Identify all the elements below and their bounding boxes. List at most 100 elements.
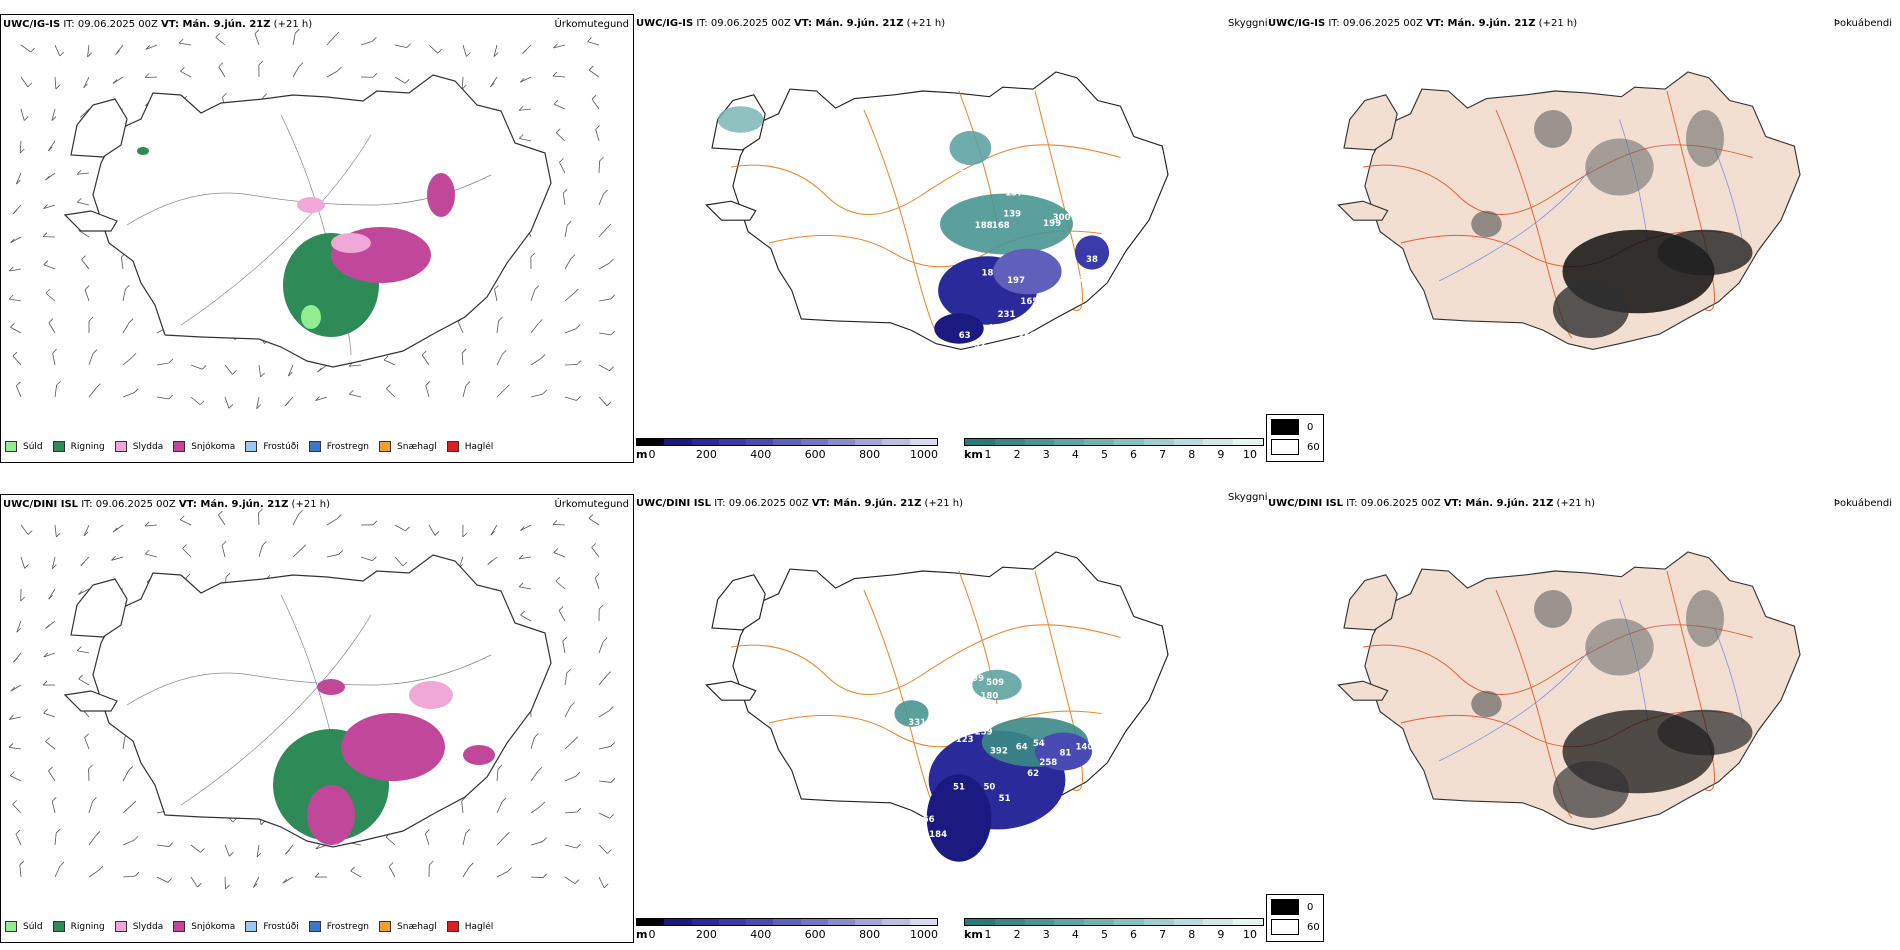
wind-barb-flag xyxy=(552,520,558,525)
wind-barb-flag xyxy=(501,797,507,803)
legend-item: Snæhagl xyxy=(379,441,437,452)
legend-label: Súld xyxy=(23,921,43,932)
visibility-value-label: 259 xyxy=(975,727,993,737)
fog-legend-item: 0 xyxy=(1271,899,1313,915)
sleet-area xyxy=(297,197,325,213)
wind-barb xyxy=(122,356,133,366)
wind-barb xyxy=(360,40,373,46)
wind-barb-flag xyxy=(27,82,33,88)
visibility-value-label: 168 xyxy=(992,221,1010,231)
wind-barb-flag xyxy=(372,72,378,78)
colorbar-cell xyxy=(827,919,856,925)
wind-barb xyxy=(145,524,158,527)
wind-barb xyxy=(87,44,90,57)
wind-barb-flag xyxy=(10,686,15,692)
wind-barb xyxy=(45,292,56,302)
legend-swatch xyxy=(173,921,186,932)
wind-barb xyxy=(83,76,90,88)
wind-barb-flag xyxy=(530,252,536,258)
wind-barb-flag xyxy=(540,801,546,807)
visibility-value-label: 123 xyxy=(956,735,974,745)
wind-barb xyxy=(394,556,404,567)
wind-barb xyxy=(553,103,566,110)
wind-barb xyxy=(43,712,56,718)
wind-barb-flag xyxy=(570,254,576,259)
wind-barb xyxy=(224,844,230,857)
wind-barb-flag xyxy=(222,92,227,98)
precip-type-map xyxy=(8,508,616,890)
colorbar-unit: km xyxy=(964,928,983,941)
wind-barb-flag xyxy=(573,288,579,294)
colorbar-cell xyxy=(746,439,774,445)
wind-barb xyxy=(145,553,158,558)
wind-barb-flag xyxy=(610,778,616,783)
wind-barb xyxy=(598,876,605,888)
legend-swatch xyxy=(379,921,392,932)
wind-barb xyxy=(564,673,568,686)
wind-barb xyxy=(564,706,571,718)
colorbar-cell xyxy=(1143,919,1174,925)
road xyxy=(730,144,1121,215)
wind-barb-flag xyxy=(490,530,496,536)
legend-label: Haglél xyxy=(464,441,494,452)
wind-barb xyxy=(120,257,124,270)
road xyxy=(126,654,492,706)
wind-barb-flag xyxy=(518,582,524,588)
road xyxy=(1034,570,1084,792)
wind-barb xyxy=(190,876,198,888)
colorbar-cell xyxy=(1024,919,1055,925)
wind-barb xyxy=(54,865,61,878)
wind-barb xyxy=(287,364,294,377)
legend-swatch xyxy=(245,921,258,932)
wind-barb-flag xyxy=(178,38,184,44)
wind-barb xyxy=(43,264,56,270)
wind-barb xyxy=(180,519,192,526)
legend-item: Frostregn xyxy=(308,441,369,452)
wind-barb xyxy=(461,801,464,814)
wind-barb-flag xyxy=(498,316,503,322)
fog-legend-swatch xyxy=(1271,899,1299,915)
wind-barb xyxy=(20,44,31,53)
wind-barb xyxy=(424,833,430,846)
wind-barb-flag xyxy=(402,561,408,567)
road xyxy=(1362,624,1753,695)
legend-label: Frostúði xyxy=(263,921,299,932)
colorbar-tick-label: 2 xyxy=(1013,928,1021,941)
wind-barb xyxy=(52,353,56,366)
legend-swatch xyxy=(308,441,321,452)
colorbar-tick-label: 10 xyxy=(1243,448,1257,461)
wind-barb xyxy=(51,108,56,121)
wind-barb-flag xyxy=(575,324,581,329)
wind-barb xyxy=(493,44,498,57)
wind-barb-flag xyxy=(15,829,21,835)
visibility-value-label: 197 xyxy=(1007,276,1025,286)
wind-barb-flag xyxy=(20,596,25,602)
wind-barb-flag xyxy=(200,848,205,853)
wind-barb xyxy=(54,833,57,846)
vis-panel-bottom: UWC/DINI ISL IT: 09.06.2025 00Z VT: Mán.… xyxy=(634,492,1268,943)
wind-barb-flag xyxy=(315,844,320,850)
wind-barb xyxy=(258,364,262,377)
wind-barb-flag xyxy=(404,79,410,84)
colorbar-cell xyxy=(773,919,801,925)
wind-barb-flag xyxy=(76,646,82,651)
wind-barb-flag xyxy=(19,148,25,154)
wind-barb xyxy=(494,289,498,302)
wind-barb xyxy=(598,193,604,206)
wind-barb xyxy=(564,844,577,849)
wind-barb-flag xyxy=(542,389,547,395)
panel-label: Úrkomutegund xyxy=(554,19,629,30)
wind-barb-flag xyxy=(56,380,61,386)
wind-barb-flag xyxy=(494,284,499,290)
colorbar-tick-label: 7 xyxy=(1159,448,1167,461)
wind-barb xyxy=(530,289,536,302)
wind-barb-flag xyxy=(43,260,49,265)
visibility-value-label: 258 xyxy=(1039,758,1057,768)
colorbar-cell xyxy=(718,439,747,445)
wind-barb xyxy=(385,836,396,846)
wind-barb-flag xyxy=(182,544,187,549)
visibility-value-label: 51 xyxy=(999,794,1011,804)
wind-barb-flag xyxy=(383,355,389,361)
legend-label: Slydda xyxy=(132,441,164,452)
wind-barb-flag xyxy=(128,766,133,771)
